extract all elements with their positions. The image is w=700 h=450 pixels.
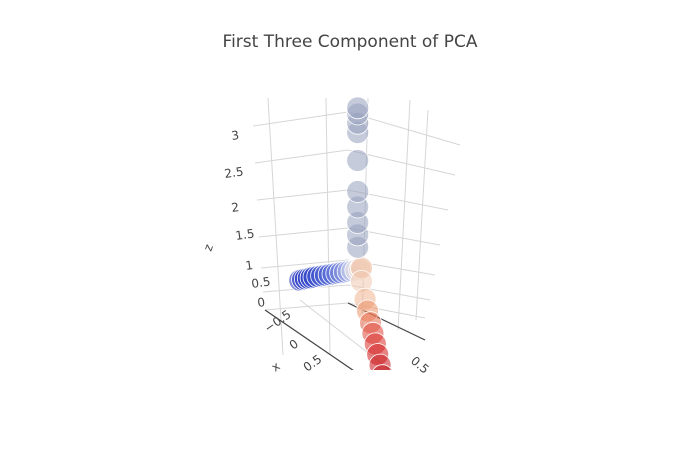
data-point[interactable] bbox=[374, 375, 396, 397]
z-tick-label: 0 bbox=[256, 295, 266, 310]
chart-title: First Three Component of PCA bbox=[222, 32, 478, 52]
z-tick-label: 2.5 bbox=[223, 164, 244, 181]
z-axis-title: z bbox=[201, 242, 216, 253]
z-tick-label: 3 bbox=[230, 128, 240, 143]
data-point[interactable] bbox=[346, 180, 370, 203]
y-tick-label: 0.5 bbox=[408, 354, 432, 377]
z-tick-label: 1 bbox=[244, 258, 254, 273]
data-point[interactable] bbox=[346, 149, 370, 172]
x-axis-title: x bbox=[269, 359, 283, 375]
z-tick-label: 2 bbox=[230, 200, 240, 215]
x-tick-label: 0.5 bbox=[301, 352, 325, 374]
z-axis-ticks: 3 2.5 2 1.5 1 0.5 0 bbox=[223, 128, 271, 310]
data-point[interactable] bbox=[376, 386, 398, 408]
data-point[interactable] bbox=[372, 364, 394, 387]
z-tick-label: 1.5 bbox=[234, 226, 255, 243]
scatter-points bbox=[288, 96, 401, 419]
data-point[interactable] bbox=[379, 397, 401, 419]
z-tick-label: 0.5 bbox=[250, 274, 271, 291]
data-point[interactable] bbox=[346, 96, 370, 120]
x-tick-label: 0 bbox=[287, 337, 301, 353]
